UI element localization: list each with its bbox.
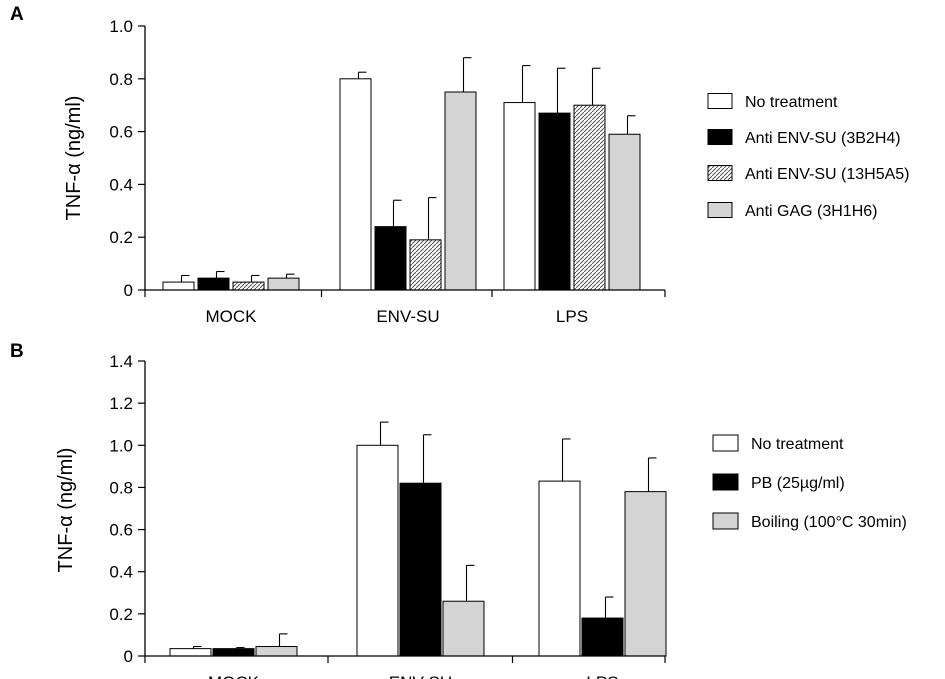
bar [399, 482, 442, 657]
panel-b-category-labels: MOCK ENV-SU LPS [208, 673, 619, 679]
panel-b: B TNF-α (ng/ml) 0 0.2 0.4 0.6 0.8 1.0 1.2 1.4 M… [10, 341, 907, 679]
bar [503, 102, 536, 291]
y-tick-label: 0 [124, 281, 133, 300]
y-tick-label: 1.0 [109, 17, 133, 36]
panel-b-y-axis-label: TNF-α (ng/ml) [55, 448, 77, 573]
legend-label: Anti GAG (3H1H6) [745, 203, 877, 220]
bar [581, 617, 624, 657]
bar [169, 648, 212, 657]
bar [624, 491, 667, 657]
bar [444, 91, 477, 291]
legend-swatch [712, 512, 739, 530]
bar [232, 281, 265, 291]
panel-a-legend: No treatment Anti ENV-SU (3B2H4) Anti ENV-… [707, 93, 910, 220]
legend-swatch [707, 165, 733, 181]
y-tick-label: 0.8 [109, 478, 133, 497]
bar [538, 112, 571, 291]
x-category-label: ENV-SU [389, 673, 452, 679]
x-category-label: LPS [556, 307, 588, 326]
y-tick-label: 0 [124, 647, 133, 666]
panel-a: A TNF-α (ng/ml) 0 0.2 0.4 0.6 0.8 1.0 MOCK ENV… [10, 4, 910, 326]
legend-swatch [707, 202, 733, 218]
bar [255, 646, 298, 657]
legend-swatch [712, 473, 739, 491]
y-tick-label: 0.6 [109, 521, 133, 540]
legend-label: PB (25µg/ml) [751, 475, 845, 492]
y-tick-label: 0.4 [109, 175, 133, 194]
bar [356, 444, 399, 657]
y-tick-label: 0.8 [109, 70, 133, 89]
x-category-label: MOCK [206, 307, 258, 326]
x-category-label: ENV-SU [376, 307, 439, 326]
panel-a-y-axis-label: TNF-α (ng/ml) [63, 96, 85, 221]
panel-a-y-ticks: 0 0.2 0.4 0.6 0.8 1.0 [109, 17, 145, 300]
y-tick-label: 1.2 [109, 394, 133, 413]
bar [267, 277, 300, 291]
panel-b-bars [169, 421, 667, 657]
panel-a-category-labels: MOCK ENV-SU LPS [206, 307, 589, 326]
y-tick-label: 1.0 [109, 436, 133, 455]
y-tick-label: 0.4 [109, 563, 133, 582]
legend-label: Boiling (100°C 30min) [751, 514, 907, 531]
x-category-label: MOCK [208, 673, 260, 679]
legend-swatch [712, 434, 739, 452]
bar [442, 600, 485, 657]
bar [212, 648, 255, 657]
panel-b-legend: No treatment PB (25µg/ml) Boiling (100°C 3… [712, 434, 907, 531]
bar [374, 226, 407, 291]
legend-swatch [707, 129, 733, 145]
panel-b-letter: B [10, 341, 24, 362]
y-tick-label: 1.4 [109, 352, 133, 371]
panel-b-y-ticks: 0 0.2 0.4 0.6 0.8 1.0 1.2 1.4 [109, 352, 145, 666]
bar [538, 480, 581, 657]
bar [162, 281, 195, 291]
legend-label: Anti ENV-SU (13H5A5) [745, 166, 910, 183]
bar [573, 104, 606, 291]
bar [197, 277, 230, 291]
bar [339, 78, 372, 291]
y-tick-label: 0.2 [109, 605, 133, 624]
bar [608, 133, 641, 291]
panel-a-bars [162, 57, 641, 291]
y-tick-label: 0.2 [109, 228, 133, 247]
y-tick-label: 0.6 [109, 123, 133, 142]
legend-label: No treatment [751, 436, 844, 453]
panel-b-axes [144, 361, 666, 663]
panel-a-letter: A [10, 4, 24, 25]
panel-a-axes [144, 26, 666, 297]
x-category-label: LPS [586, 673, 618, 679]
legend-swatch [707, 93, 733, 109]
legend-label: No treatment [745, 94, 838, 111]
bar [409, 239, 442, 291]
legend-label: Anti ENV-SU (3B2H4) [745, 130, 901, 147]
